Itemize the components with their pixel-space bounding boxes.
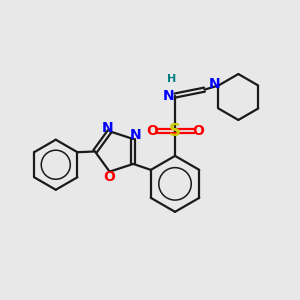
Text: O: O [104, 170, 116, 184]
Text: N: N [163, 88, 174, 103]
Text: O: O [192, 124, 204, 138]
Text: S: S [169, 122, 181, 140]
Text: N: N [130, 128, 142, 142]
Text: N: N [208, 77, 220, 91]
Text: N: N [101, 121, 113, 135]
Text: H: H [167, 74, 176, 84]
Text: O: O [146, 124, 158, 138]
